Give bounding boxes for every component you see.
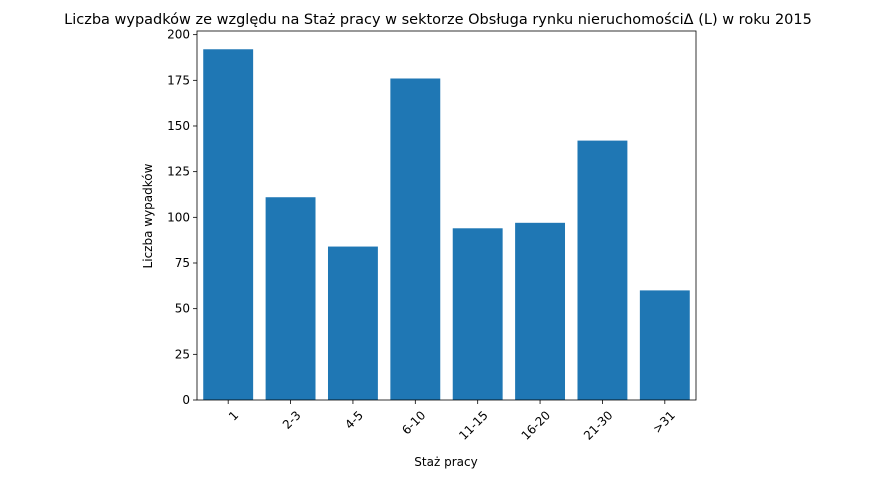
chart-title: Liczba wypadków ze względu na Staż pracy…	[64, 12, 812, 28]
y-tick-label: 175	[167, 73, 190, 87]
y-tick-label: 75	[175, 256, 190, 270]
x-tick-label: 16-20	[519, 408, 554, 443]
y-tick-label: 200	[167, 28, 190, 42]
x-tick-label: 1	[226, 408, 241, 423]
bar-1	[203, 49, 254, 400]
x-axis: 1 2-3 4-5 6-10 11-15 16-20 21-30 >31	[226, 400, 678, 443]
y-tick-label: 50	[175, 302, 190, 316]
x-axis-label: Staż pracy	[414, 455, 477, 469]
y-axis: 0 25 50 75 100 125 150 175 200	[167, 28, 197, 407]
plot-frame	[196, 30, 697, 401]
bar-4-5	[327, 246, 378, 400]
y-tick-label: 100	[167, 210, 190, 224]
bar-11-15	[452, 228, 503, 400]
bar-21-30	[577, 140, 628, 401]
y-axis-label: Liczba wypadków	[141, 163, 155, 268]
bar-6-10	[390, 78, 441, 400]
x-tick-label: 11-15	[456, 408, 491, 443]
bar-2-3	[265, 197, 316, 400]
x-tick-label: 21-30	[581, 408, 616, 443]
x-tick-label: 4-5	[342, 408, 366, 432]
y-tick-label: 125	[167, 165, 190, 179]
bar-16-20	[515, 222, 566, 400]
bars-group	[203, 49, 690, 401]
x-tick-label: 2-3	[280, 408, 304, 432]
y-tick-label: 0	[182, 393, 190, 407]
x-tick-label: 6-10	[399, 408, 428, 437]
y-tick-label: 150	[167, 119, 190, 133]
bar->31	[639, 290, 690, 400]
x-tick-label: >31	[650, 408, 678, 436]
y-tick-label: 25	[175, 347, 190, 361]
